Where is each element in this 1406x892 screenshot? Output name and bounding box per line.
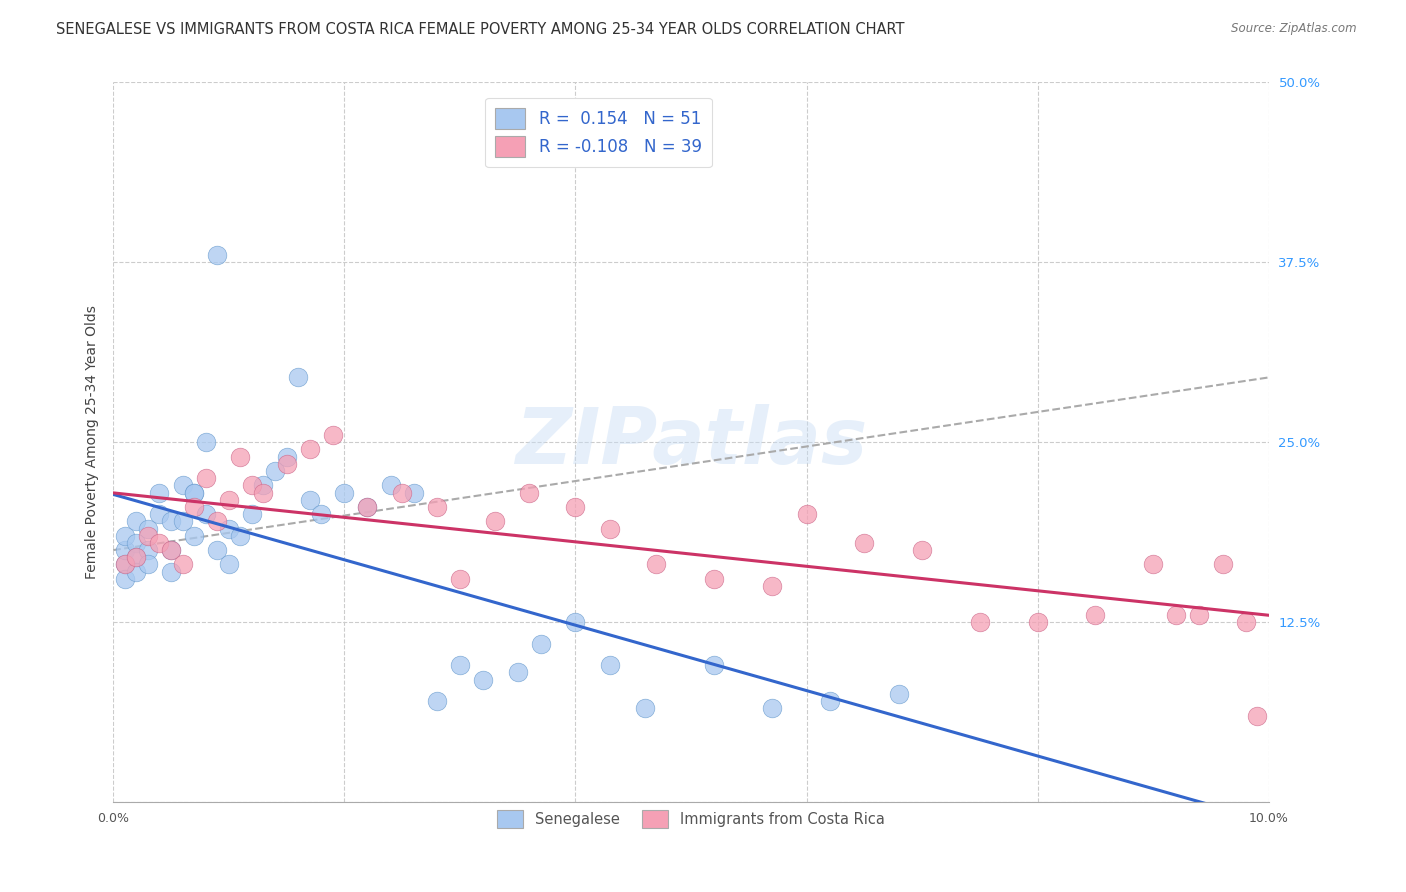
Point [564, 615, 586, 629]
Point [517, 485, 540, 500]
Point [287, 370, 309, 384]
Point [252, 485, 274, 500]
Point [391, 485, 413, 500]
Legend: Senegalese, Immigrants from Costa Rica: Senegalese, Immigrants from Costa Rica [491, 804, 890, 834]
Point [160, 565, 183, 579]
Point [218, 522, 240, 536]
Point [252, 478, 274, 492]
Point [818, 694, 841, 708]
Point [240, 478, 263, 492]
Point [761, 701, 783, 715]
Point [853, 536, 876, 550]
Point [172, 514, 194, 528]
Point [114, 558, 136, 572]
Point [229, 529, 252, 543]
Point [136, 522, 159, 536]
Point [160, 543, 183, 558]
Point [1166, 607, 1188, 622]
Point [402, 485, 425, 500]
Point [472, 673, 495, 687]
Point [218, 558, 240, 572]
Point [426, 694, 449, 708]
Point [1211, 558, 1233, 572]
Point [240, 507, 263, 521]
Point [276, 450, 298, 464]
Point [1026, 615, 1049, 629]
Point [1234, 615, 1257, 629]
Point [148, 507, 170, 521]
Point [322, 428, 344, 442]
Point [172, 478, 194, 492]
Point [298, 492, 321, 507]
Point [449, 658, 471, 673]
Point [172, 558, 194, 572]
Text: SENEGALESE VS IMMIGRANTS FROM COSTA RICA FEMALE POVERTY AMONG 25-34 YEAR OLDS CO: SENEGALESE VS IMMIGRANTS FROM COSTA RICA… [56, 22, 904, 37]
Point [183, 485, 205, 500]
Point [911, 543, 934, 558]
Point [125, 550, 148, 565]
Point [599, 522, 621, 536]
Point [114, 529, 136, 543]
Point [136, 558, 159, 572]
Point [484, 514, 506, 528]
Point [298, 442, 321, 457]
Point [703, 572, 725, 586]
Point [380, 478, 402, 492]
Point [125, 550, 148, 565]
Point [205, 248, 228, 262]
Point [506, 665, 529, 680]
Point [1142, 558, 1164, 572]
Point [1246, 708, 1268, 723]
Point [205, 514, 228, 528]
Point [645, 558, 668, 572]
Point [194, 471, 217, 485]
Point [356, 500, 378, 514]
Point [148, 536, 170, 550]
Point [634, 701, 657, 715]
Point [969, 615, 991, 629]
Point [599, 658, 621, 673]
Point [125, 565, 148, 579]
Point [356, 500, 378, 514]
Point [218, 492, 240, 507]
Point [183, 500, 205, 514]
Point [194, 435, 217, 450]
Point [148, 485, 170, 500]
Point [229, 450, 252, 464]
Point [136, 529, 159, 543]
Point [887, 687, 910, 701]
Point [125, 536, 148, 550]
Point [125, 514, 148, 528]
Point [183, 485, 205, 500]
Point [530, 637, 553, 651]
Point [114, 558, 136, 572]
Text: ZIPatlas: ZIPatlas [515, 404, 868, 480]
Point [160, 543, 183, 558]
Point [1188, 607, 1211, 622]
Point [309, 507, 332, 521]
Point [205, 543, 228, 558]
Point [194, 507, 217, 521]
Point [136, 543, 159, 558]
Point [426, 500, 449, 514]
Point [796, 507, 818, 521]
Point [1084, 607, 1107, 622]
Point [276, 457, 298, 471]
Point [114, 572, 136, 586]
Point [703, 658, 725, 673]
Point [449, 572, 471, 586]
Point [564, 500, 586, 514]
Point [183, 529, 205, 543]
Y-axis label: Female Poverty Among 25-34 Year Olds: Female Poverty Among 25-34 Year Olds [86, 305, 100, 579]
Point [333, 485, 356, 500]
Point [761, 579, 783, 593]
Point [264, 464, 287, 478]
Text: Source: ZipAtlas.com: Source: ZipAtlas.com [1232, 22, 1357, 36]
Point [160, 514, 183, 528]
Point [114, 543, 136, 558]
